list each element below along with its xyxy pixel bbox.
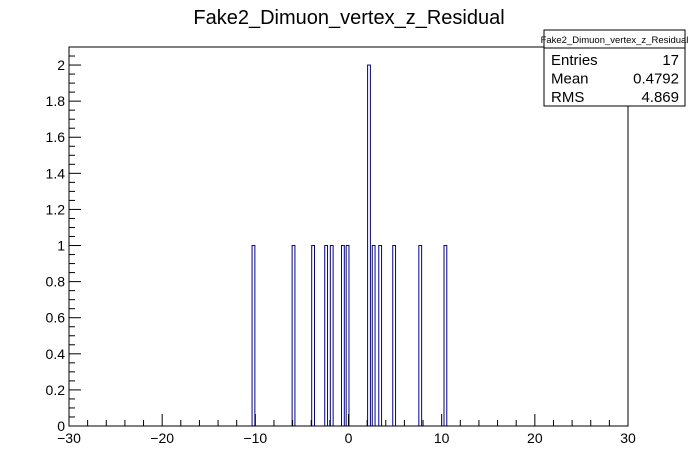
x-tick-label: −20 bbox=[150, 430, 174, 446]
histogram-bar-4 bbox=[329, 245, 334, 427]
stats-box-frame bbox=[543, 29, 686, 107]
stats-label-rms: RMS bbox=[551, 89, 584, 106]
stats-value-rms: 4.869 bbox=[641, 89, 679, 106]
y-tick-label: 2 bbox=[57, 57, 65, 73]
x-tick-label: 20 bbox=[527, 430, 543, 446]
histogram-bar-9 bbox=[378, 245, 383, 427]
x-tick-label: 30 bbox=[620, 430, 636, 446]
histogram-bar-10 bbox=[392, 245, 397, 427]
y-tick-label: 0 bbox=[57, 418, 65, 434]
histogram-bar-12 bbox=[443, 245, 448, 427]
histogram-bar-6 bbox=[345, 245, 350, 427]
x-tick-label: 0 bbox=[345, 430, 353, 446]
y-axis: 0 0.2 0.4 0.6 0.8 1 1.2 1.4 1.6 1.8 2 bbox=[46, 46, 81, 434]
histogram-bar-7 bbox=[367, 64, 371, 427]
stats-rows: Entries 17 Mean 0.4792 RMS 4.869 bbox=[551, 52, 679, 106]
x-tick-label: −10 bbox=[243, 430, 267, 446]
x-axis: −30 −20 −10 0 10 20 30 bbox=[57, 414, 636, 446]
y-tick-label: 1.4 bbox=[46, 165, 66, 181]
y-tick-label: 0.2 bbox=[46, 382, 66, 398]
stats-value-entries: 17 bbox=[662, 52, 679, 69]
stats-box: Fake2_Dimuon_vertex_z_Residual Entries 17… bbox=[541, 29, 689, 107]
histogram-bar-1 bbox=[291, 245, 296, 427]
histogram-bar-0 bbox=[251, 245, 256, 427]
histogram-bar-11 bbox=[418, 245, 423, 427]
x-tick-label: 10 bbox=[434, 430, 450, 446]
histogram-bar-5 bbox=[341, 245, 345, 427]
stats-value-mean: 0.4792 bbox=[633, 71, 679, 88]
y-tick-label: 1.2 bbox=[46, 201, 66, 217]
y-tick-label: 0.8 bbox=[46, 274, 66, 290]
y-tick-label: 1.8 bbox=[46, 93, 66, 109]
stats-box-title: Fake2_Dimuon_vertex_z_Residual bbox=[541, 35, 689, 46]
x-tick-label: −30 bbox=[57, 430, 81, 446]
stats-label-entries: Entries bbox=[551, 52, 598, 69]
y-tick-label: 0.6 bbox=[46, 310, 66, 326]
stats-label-mean: Mean bbox=[551, 71, 589, 88]
histogram-bars bbox=[251, 64, 448, 427]
plot-frame bbox=[68, 46, 629, 427]
y-tick-label: 0.4 bbox=[46, 346, 66, 362]
y-tick-label: 1.6 bbox=[46, 129, 66, 145]
y-tick-label: 1 bbox=[57, 238, 65, 254]
chart-title: Fake2_Dimuon_vertex_z_Residual bbox=[193, 7, 504, 29]
histogram-bar-2 bbox=[311, 245, 315, 427]
histogram-bar-8 bbox=[371, 245, 376, 427]
histogram-bar-3 bbox=[324, 245, 329, 427]
